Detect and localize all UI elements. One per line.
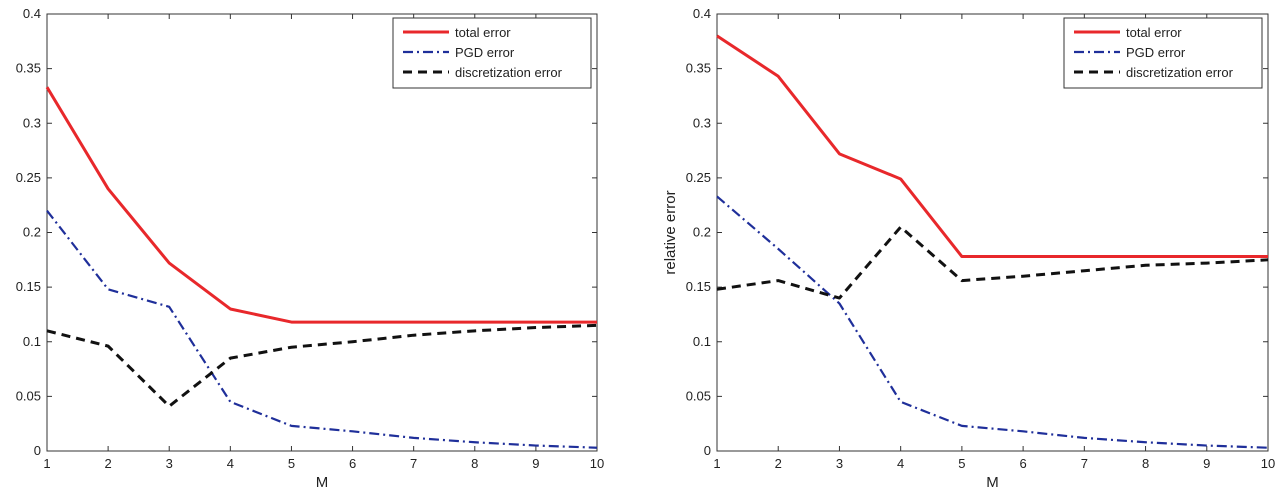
chart-1-legend: total error PGD error discretization error [392,17,592,89]
chart-1-y-tick-label: 0.4 [23,6,41,21]
chart-1-x-tick-label: 7 [410,456,417,471]
chart-1-x-tick-label: 8 [471,456,478,471]
chart-2: 1 2 3 4 5 6 7 8 9 10 0 0.05 0.1 0.15 0.2 0.25 0.3 0.35 0.4… [662,6,1275,491]
chart-1-x-axis-label: M [316,474,329,491]
chart-1-y-tick-label: 0.2 [23,225,41,240]
chart-2-legend: total error PGD error discretization error [1063,17,1263,89]
chart-1-x-tick-label: 4 [227,456,234,471]
chart-1-x-tick-label: 1 [43,456,50,471]
chart-2-legend-label-2: PGD error [1126,45,1186,60]
chart-2-legend-label-1: total error [1126,25,1182,40]
chart-2-x-tick-label: 2 [775,456,782,471]
chart-2-y-tick-label: 0.25 [686,170,711,185]
chart-2-y-tick-label: 0.15 [686,279,711,294]
chart-2-x-tick-label: 1 [713,456,720,471]
chart-1-x-tick-label: 6 [349,456,356,471]
chart-2-series-line-2 [716,195,1269,449]
chart-1-series-line-1 [45,86,597,324]
chart-1-legend-label-3: discretization error [455,65,563,80]
chart-2-y-tick-label: 0.05 [686,388,711,403]
chart-2-x-tick-label: 9 [1203,456,1210,471]
chart-2-series-line-1 [716,34,1268,259]
chart-1: 1 2 3 4 5 6 7 8 9 10 0 0.05 0.1 0.15 0.2 0.25 0.3 0.35 0.4… [16,6,605,491]
chart-1-x-tick-label: 3 [166,456,173,471]
chart-1-legend-label-1: total error [455,25,511,40]
chart-1-y-tick-label: 0.1 [23,334,41,349]
chart-1-x-tick-label: 9 [532,456,539,471]
chart-2-x-tick-label: 5 [958,456,965,471]
chart-2-x-tick-label: 8 [1142,456,1149,471]
chart-2-x-axis-label: M [986,474,999,491]
chart-2-x-tick-label: 6 [1019,456,1026,471]
chart-2-y-tick-label: 0 [704,443,711,458]
chart-1-y-tick-label: 0.25 [16,170,41,185]
chart-2-y-axis-label: relative error [662,190,679,274]
chart-2-x-tick-label: 10 [1261,456,1275,471]
chart-2-x-tick-label: 4 [897,456,904,471]
chart-2-legend-label-3: discretization error [1126,65,1234,80]
chart-2-y-tick-label: 0.3 [693,115,711,130]
chart-1-y-tick-label: 0.05 [16,388,41,403]
chart-1-y-tick-label: 0.3 [23,115,41,130]
chart-1-x-tick-label: 5 [288,456,295,471]
chart-2-y-tick-label: 0.4 [693,6,711,21]
chart-1-y-tick-label: 0.15 [16,279,41,294]
chart-2-y-tick-label: 0.2 [693,225,711,240]
chart-1-x-tick-label: 10 [590,456,604,471]
chart-1-y-tick-label: 0.35 [16,61,41,76]
chart-1-series-line-3 [46,323,598,408]
chart-1-legend-label-2: PGD error [455,45,515,60]
chart-2-x-tick-label: 3 [836,456,843,471]
chart-2-y-tick-label: 0.35 [686,61,711,76]
chart-2-y-tick-label: 0.1 [693,334,711,349]
chart-1-y-tick-label: 0 [34,443,41,458]
chart-1-x-tick-label: 2 [104,456,111,471]
chart-2-x-tick-label: 7 [1081,456,1088,471]
chart-2-series-line-3 [716,225,1269,300]
